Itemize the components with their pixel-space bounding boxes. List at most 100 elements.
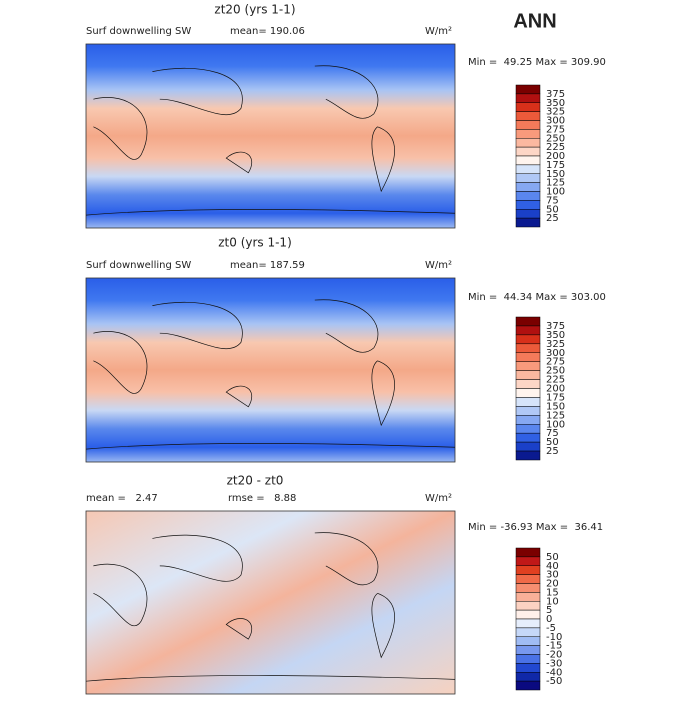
- panel-title: zt0 (yrs 1-1): [218, 236, 292, 250]
- colorbar-label: 325: [546, 339, 565, 350]
- colorbar-label: 75: [546, 428, 559, 439]
- colorbar-box: [515, 209, 541, 219]
- colorbar-label: 375: [546, 321, 565, 332]
- colorbar-box: [515, 155, 541, 166]
- colorbar-box: [515, 93, 541, 103]
- panel-left-label: mean = 2.47: [86, 493, 158, 504]
- colorbar-box: [515, 84, 541, 95]
- colorbar-label: 225: [546, 375, 565, 386]
- stats: Min = 49.25 Max = 309.90: [468, 57, 606, 68]
- colorbar-box: [515, 379, 541, 389]
- coastline: [85, 299, 456, 450]
- colorbar-box: [515, 370, 541, 380]
- colorbar-label: -40: [546, 667, 562, 678]
- colorbar-label: 25: [546, 446, 559, 457]
- colorbar-box: [515, 645, 541, 655]
- colorbar-box: [515, 415, 541, 425]
- colorbar-box: [515, 352, 541, 362]
- colorbar-label: 75: [546, 195, 559, 206]
- panel-units: W/m²: [425, 26, 452, 37]
- colorbar-box: [515, 191, 541, 201]
- colorbar-label: 50: [546, 204, 559, 215]
- colorbar-box: [515, 325, 541, 336]
- colorbar-box: [515, 654, 541, 664]
- colorbar-box: [515, 609, 541, 620]
- colorbar-label: 10: [546, 596, 559, 607]
- colorbar-label: 5: [546, 605, 552, 616]
- colorbar-box: [515, 636, 541, 646]
- colorbar-label: 30: [546, 570, 559, 581]
- colorbar-label: 200: [546, 384, 565, 395]
- colorbar-box: [515, 129, 541, 139]
- colorbar-label: 100: [546, 419, 565, 430]
- stats: Min = 44.34 Max = 303.00: [468, 292, 606, 303]
- colorbar-box: [515, 120, 541, 130]
- colorbar-box: [515, 601, 541, 611]
- colorbar-box: [515, 547, 541, 558]
- panel-units: W/m²: [425, 493, 452, 504]
- colorbar-label: 40: [546, 561, 559, 572]
- panel-mid-label: rmse = 8.88: [228, 493, 296, 504]
- colorbar-box: [515, 627, 541, 637]
- colorbar-label: -20: [546, 650, 562, 661]
- colorbar-label: 250: [546, 133, 565, 144]
- colorbar-label: 250: [546, 366, 565, 377]
- colorbar-label: 0: [546, 614, 552, 625]
- colorbar-label: 225: [546, 142, 565, 153]
- colorbar-box: [515, 111, 541, 121]
- colorbar-label: -50: [546, 676, 562, 687]
- colorbar-box: [515, 102, 541, 112]
- colorbar-box: [515, 556, 541, 566]
- map: [85, 277, 456, 463]
- colorbar-box: [515, 672, 541, 682]
- colorbar-label: 100: [546, 187, 565, 198]
- colorbar-label: 325: [546, 107, 565, 118]
- colorbar-label: 350: [546, 98, 565, 109]
- colorbar-box: [515, 361, 541, 371]
- panel-mid-label: mean= 187.59: [230, 260, 305, 271]
- panel-title: zt20 (yrs 1-1): [214, 3, 295, 17]
- panel-title: zt20 - zt0: [227, 474, 284, 488]
- colorbar-label: 275: [546, 124, 565, 135]
- colorbar-label: -5: [546, 623, 556, 634]
- colorbar-box: [515, 441, 541, 452]
- colorbar-label: 175: [546, 160, 565, 171]
- colorbar-box: [515, 450, 541, 461]
- colorbar-box: [515, 574, 541, 584]
- colorbar-box: [515, 182, 541, 192]
- colorbar-box: [515, 388, 541, 398]
- colorbar-box: [515, 334, 541, 345]
- figure-title: ANN: [513, 10, 556, 32]
- colorbar-label: 275: [546, 357, 565, 368]
- colorbar-label: 300: [546, 116, 565, 127]
- colorbar-label: -10: [546, 632, 562, 643]
- colorbar-box: [515, 200, 541, 210]
- colorbar-box: [515, 592, 541, 602]
- colorbar-label: 300: [546, 348, 565, 359]
- colorbar-label: 150: [546, 169, 565, 180]
- map: [85, 510, 456, 695]
- colorbar-box: [515, 316, 541, 327]
- colorbar-box: [515, 138, 541, 148]
- coastline: [85, 532, 456, 682]
- panel-left-label: Surf downwelling SW: [86, 260, 191, 271]
- colorbar-box: [515, 343, 541, 353]
- colorbar-box: [515, 618, 541, 629]
- panel-units: W/m²: [425, 260, 452, 271]
- colorbar-label: 15: [546, 587, 559, 598]
- colorbar-label: 50: [546, 437, 559, 448]
- colorbar-box: [515, 173, 541, 183]
- colorbar-label: -15: [546, 641, 562, 652]
- colorbar-box: [515, 406, 541, 416]
- colorbar-box: [515, 397, 541, 407]
- colorbar-box: [515, 663, 541, 673]
- colorbar-label: 25: [546, 213, 559, 224]
- colorbar-label: 175: [546, 392, 565, 403]
- colorbar-box: [515, 146, 541, 157]
- colorbar-label: 150: [546, 401, 565, 412]
- panel-left-label: Surf downwelling SW: [86, 26, 191, 37]
- colorbar-label: 200: [546, 151, 565, 162]
- stats: Min = -36.93 Max = 36.41: [468, 522, 603, 533]
- colorbar-box: [515, 217, 541, 228]
